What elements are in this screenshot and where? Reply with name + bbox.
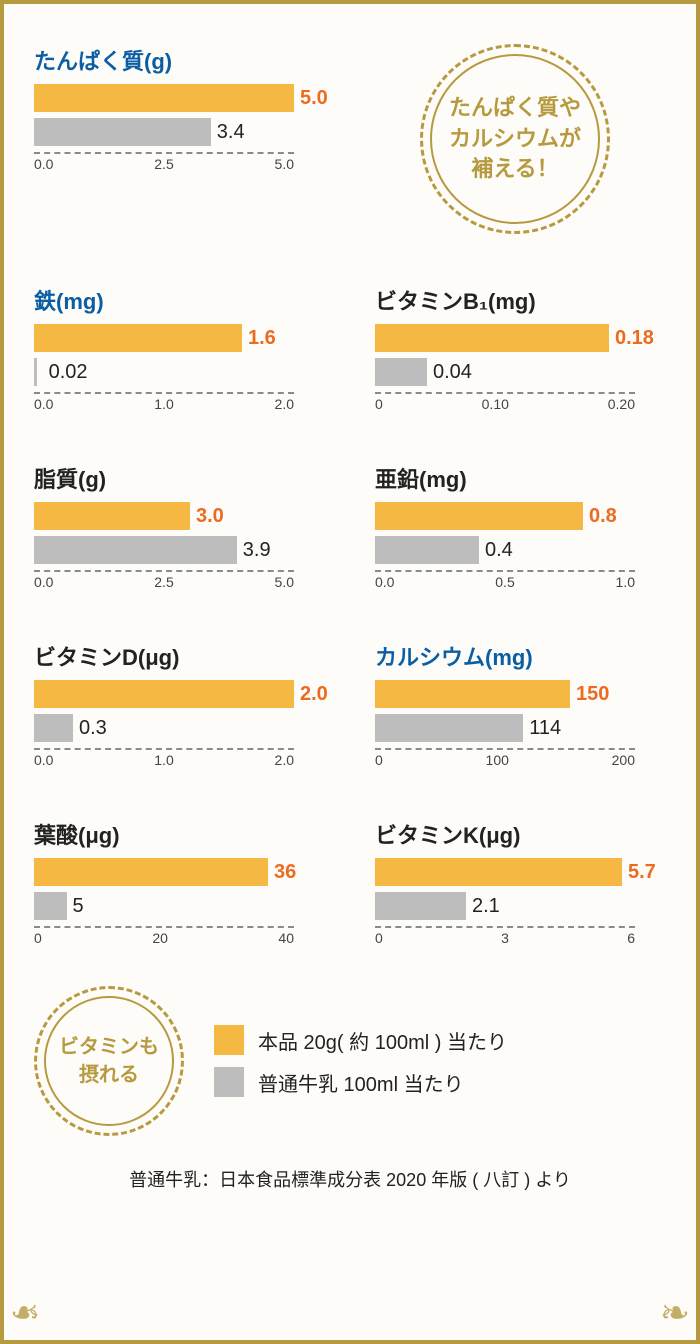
corner-flourish-icon: ❧ — [10, 1292, 40, 1334]
axis-tick: 0.5 — [495, 574, 514, 590]
chart-vitd: ビタミンD(μg) 2.0 0.3 0.0 1.0 2.0 — [34, 640, 325, 768]
axis-tick: 0.0 — [34, 396, 53, 412]
bar-value-milk: 0.3 — [79, 717, 107, 740]
bar-value-milk: 0.4 — [485, 539, 513, 562]
chart-title: 葉酸(μg) — [34, 818, 325, 850]
axis-tick: 0 — [34, 930, 42, 946]
bar-value-product: 5.7 — [628, 861, 656, 884]
chart-protein: たんぱく質(g) 5.0 3.4 0.0 2.5 5.0 — [34, 44, 334, 172]
chart-axis: 0.0 0.5 1.0 — [375, 570, 635, 590]
chart-iron: 鉄(mg) 1.6 0.02 0.0 1.0 2.0 — [34, 284, 325, 412]
chart-title: ビタミンB₁(mg) — [375, 284, 666, 316]
axis-tick: 2.0 — [275, 752, 294, 768]
legend-product: 本品 20g( 約 100ml ) 当たり — [214, 1025, 666, 1055]
axis-tick: 100 — [486, 752, 509, 768]
chart-axis: 0 20 40 — [34, 926, 294, 946]
bar-value-milk: 5 — [73, 895, 84, 918]
axis-tick: 2.0 — [275, 396, 294, 412]
chart-axis: 0 3 6 — [375, 926, 635, 946]
chart-title: 脂質(g) — [34, 462, 325, 494]
chart-b1: ビタミンB₁(mg) 0.18 0.04 0 0.10 0.20 — [375, 284, 666, 412]
chart-folate: 葉酸(μg) 36 5 0 20 40 — [34, 818, 325, 946]
chart-fat: 脂質(g) 3.0 3.9 0.0 2.5 5.0 — [34, 462, 325, 590]
axis-tick: 3 — [501, 930, 509, 946]
legend-swatch-product — [214, 1025, 244, 1055]
bar-value-product: 150 — [576, 683, 609, 706]
bar-value-product: 0.18 — [615, 327, 654, 350]
legend-milk: 普通牛乳 100ml 当たり — [214, 1067, 666, 1097]
axis-tick: 0.10 — [482, 396, 509, 412]
axis-tick: 5.0 — [275, 156, 294, 172]
chart-title: ビタミンK(μg) — [375, 818, 666, 850]
bar-value-milk: 3.4 — [217, 121, 245, 144]
axis-tick: 0.0 — [34, 156, 53, 172]
badge-line: たんぱく質や — [449, 95, 581, 120]
legend-label: 普通牛乳 100ml 当たり — [258, 1068, 464, 1097]
axis-tick: 1.0 — [616, 574, 635, 590]
bar-value-milk: 0.04 — [433, 361, 472, 384]
badge-line: 補える！ — [471, 156, 558, 181]
axis-tick: 0 — [375, 396, 383, 412]
footnote: 普通牛乳：日本食品標準成分表 2020 年版 ( 八訂 ) より — [34, 1166, 666, 1192]
corner-flourish-icon: ❧ — [660, 1292, 690, 1334]
axis-tick: 200 — [612, 752, 635, 768]
axis-tick: 0.0 — [34, 752, 53, 768]
chart-axis: 0 0.10 0.20 — [375, 392, 635, 412]
badge-line: カルシウムが — [449, 126, 581, 151]
bar-value-product: 5.0 — [300, 87, 328, 110]
bar-value-product: 1.6 — [248, 327, 276, 350]
infographic-frame: ❧ ❧ たんぱく質(g) 5.0 3.4 0.0 2.5 5.0 たんぱく質や カル… — [0, 0, 700, 1344]
axis-tick: 1.0 — [154, 752, 173, 768]
chart-axis: 0.0 2.5 5.0 — [34, 570, 294, 590]
chart-axis: 0.0 1.0 2.0 — [34, 392, 294, 412]
bar-value-product: 3.0 — [196, 505, 224, 528]
axis-tick: 0 — [375, 752, 383, 768]
legend-label: 本品 20g( 約 100ml ) 当たり — [258, 1026, 507, 1055]
badge-protein-calcium: たんぱく質や カルシウムが 補える！ — [420, 44, 610, 234]
bar-value-product: 2.0 — [300, 683, 328, 706]
axis-tick: 1.0 — [154, 396, 173, 412]
chart-title: ビタミンD(μg) — [34, 640, 325, 672]
chart-zinc: 亜鉛(mg) 0.8 0.4 0.0 0.5 1.0 — [375, 462, 666, 590]
axis-tick: 2.5 — [154, 574, 173, 590]
axis-tick: 0.20 — [608, 396, 635, 412]
bar-value-milk: 0.02 — [49, 361, 88, 384]
badge-line: ビタミンも — [59, 1036, 159, 1058]
axis-tick: 0 — [375, 930, 383, 946]
axis-tick: 20 — [152, 930, 168, 946]
chart-axis: 0.0 1.0 2.0 — [34, 748, 294, 768]
bar-value-milk: 114 — [529, 717, 561, 740]
chart-vitk: ビタミンK(μg) 5.7 2.1 0 3 6 — [375, 818, 666, 946]
bar-value-product: 36 — [274, 861, 296, 884]
bar-value-milk: 3.9 — [243, 539, 271, 562]
axis-tick: 0.0 — [34, 574, 53, 590]
chart-title: カルシウム(mg) — [375, 640, 666, 672]
bar-value-milk: 2.1 — [472, 895, 500, 918]
bar-value-product: 0.8 — [589, 505, 617, 528]
badge-line: 摂れる — [79, 1064, 139, 1086]
chart-axis: 0 100 200 — [375, 748, 635, 768]
chart-title: たんぱく質(g) — [34, 44, 334, 76]
chart-title: 鉄(mg) — [34, 284, 325, 316]
axis-tick: 2.5 — [154, 156, 173, 172]
axis-tick: 40 — [278, 930, 294, 946]
axis-tick: 5.0 — [275, 574, 294, 590]
chart-title: 亜鉛(mg) — [375, 462, 666, 494]
axis-tick: 6 — [627, 930, 635, 946]
chart-axis: 0.0 2.5 5.0 — [34, 152, 294, 172]
badge-vitamins: ビタミンも 摂れる — [34, 986, 184, 1136]
legend-swatch-milk — [214, 1067, 244, 1097]
axis-tick: 0.0 — [375, 574, 394, 590]
chart-calcium: カルシウム(mg) 150 114 0 100 200 — [375, 640, 666, 768]
legend: 本品 20g( 約 100ml ) 当たり 普通牛乳 100ml 当たり — [214, 1013, 666, 1109]
